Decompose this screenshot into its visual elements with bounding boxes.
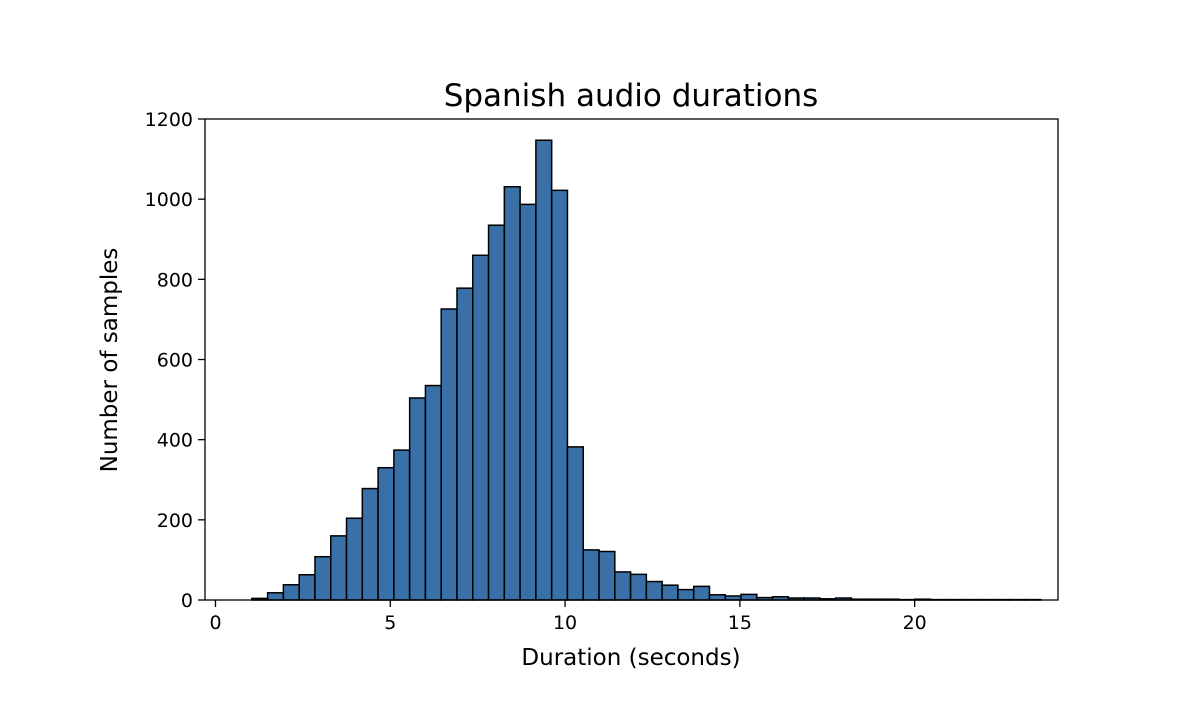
plot-frame: [204, 118, 1059, 601]
y-tick-label: 1000: [145, 189, 193, 211]
y-tick-label: 400: [157, 430, 193, 452]
histogram-bar: [692, 585, 711, 601]
histogram-bar: [614, 571, 632, 601]
y-axis-label: Number of samples: [97, 248, 123, 473]
x-tick-label: 20: [903, 612, 927, 634]
bars-layer: [251, 139, 1042, 601]
histogram-bar: [740, 593, 758, 601]
histogram-bar: [566, 446, 584, 601]
y-tick-label: 800: [157, 269, 193, 291]
x-axis-label: Duration (seconds): [521, 645, 740, 671]
histogram-bar: [408, 397, 427, 601]
histogram-bar: [377, 466, 395, 601]
histogram-bar: [361, 487, 379, 601]
histogram-bar: [282, 584, 300, 601]
histogram-bar: [329, 535, 348, 601]
x-tick-label: 10: [553, 612, 577, 634]
histogram-bar: [503, 185, 521, 601]
histogram-bar: [314, 555, 332, 601]
histogram-bar: [598, 550, 616, 601]
histogram-bar: [266, 592, 285, 601]
histogram-bar: [582, 549, 600, 601]
y-tick-label: 1200: [145, 109, 193, 131]
x-axis-ticks: 0 5 10 15 20: [209, 600, 927, 634]
histogram-bar: [645, 580, 663, 601]
histogram-bar: [708, 594, 727, 601]
y-axis-ticks: 0 200 400 600 800 1000 1200: [145, 109, 205, 612]
histogram-bar: [345, 517, 364, 601]
histogram-bar: [472, 254, 490, 601]
histogram-bar: [298, 573, 316, 601]
histogram-bar: [629, 573, 648, 601]
histogram-bar: [424, 384, 442, 601]
histogram-bar: [550, 189, 569, 601]
chart-title: Spanish audio durations: [444, 78, 819, 114]
histogram-bar: [535, 139, 553, 601]
histogram-bar: [519, 203, 537, 601]
histogram-bar: [661, 584, 679, 601]
y-tick-label: 200: [157, 510, 193, 532]
x-tick-label: 15: [728, 612, 752, 634]
histogram-bar: [456, 287, 474, 601]
y-tick-label: 0: [181, 590, 193, 612]
histogram-bar: [393, 449, 411, 601]
x-tick-label: 0: [209, 612, 221, 634]
y-tick-label: 600: [157, 350, 193, 372]
x-tick-label: 5: [384, 612, 396, 634]
histogram-bar: [487, 224, 506, 601]
histogram-bar: [677, 588, 695, 601]
histogram-bar: [440, 308, 458, 601]
